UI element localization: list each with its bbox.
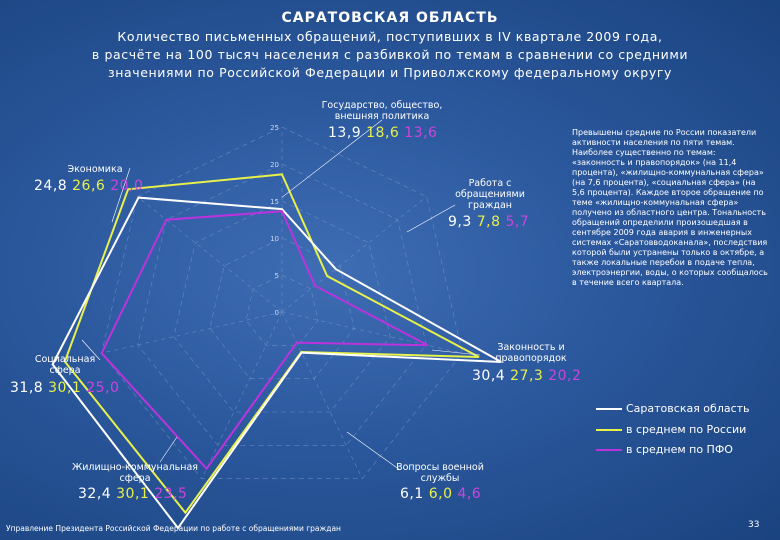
legend-item-saratov: Саратовская область xyxy=(596,402,750,415)
legend-item-pfo: в среднем по ПФО xyxy=(596,443,733,456)
values-law-order: 30,4 27,3 20,2 xyxy=(472,368,581,384)
leader-line xyxy=(346,431,401,471)
tick-label: 5 xyxy=(275,272,279,280)
value-pfo: 5,7 xyxy=(505,214,530,230)
legend-label: в среднем по России xyxy=(626,423,747,436)
tick-label: 0 xyxy=(275,309,279,317)
axis-spoke xyxy=(281,311,363,479)
leader-line xyxy=(431,349,481,356)
value-saratov: 30,4 xyxy=(472,368,506,384)
axis-label-law-order: Законность и правопорядок xyxy=(495,342,567,364)
value-pfo: 13,6 xyxy=(404,125,438,141)
value-pfo: 4,6 xyxy=(457,486,482,502)
grid-ring xyxy=(101,126,463,479)
axis-label-housing: Жилищно-коммунальная сфера xyxy=(71,462,198,484)
leader-line xyxy=(281,119,383,198)
value-pfo: 25,0 xyxy=(86,380,120,396)
legend-item-russia: в среднем по России xyxy=(596,423,746,436)
values-military: 6,1 6,0 4,6 xyxy=(400,486,481,502)
axis-label-appeals-work: Работа с обращениями граждан xyxy=(455,178,525,211)
legend-swatch xyxy=(596,408,622,410)
value-saratov: 13,9 xyxy=(328,125,362,141)
grid-ring xyxy=(209,237,355,379)
legend-label: Саратовская область xyxy=(626,402,750,415)
axis-spoke xyxy=(201,311,283,479)
value-saratov: 6,1 xyxy=(400,486,424,502)
page-subtitle: Количество письменных обращений, поступи… xyxy=(91,29,689,80)
axis-spoke xyxy=(281,196,427,313)
tick-label: 20 xyxy=(270,161,279,169)
leader-line xyxy=(406,204,456,233)
value-russia: 30,1 xyxy=(48,380,82,396)
leader-line xyxy=(111,167,131,223)
value-pfo: 20,2 xyxy=(548,368,582,384)
axis-spoke xyxy=(281,311,463,354)
axis-label-government: Государство, общество, внешняя политика xyxy=(321,100,443,122)
values-economy: 24,8 26,6 20,0 xyxy=(34,178,143,194)
grid-ring xyxy=(173,200,391,413)
value-russia: 18,6 xyxy=(366,125,400,141)
axis-spoke xyxy=(101,311,283,354)
axis-label-social: Социальная сфера xyxy=(34,354,96,376)
value-russia: 6,0 xyxy=(428,486,453,502)
values-government: 13,9 18,6 13,6 xyxy=(328,125,437,141)
grid-ring xyxy=(137,163,427,446)
page-title: САРАТОВСКАЯ ОБЛАСТЬ xyxy=(281,10,499,26)
value-saratov: 9,3 xyxy=(448,214,472,230)
value-saratov: 31,8 xyxy=(10,380,44,396)
value-russia: 30,1 xyxy=(116,486,150,502)
legend-swatch xyxy=(596,449,622,451)
value-saratov: 24,8 xyxy=(34,178,68,194)
footer-text: Управление Президента Российской Федерац… xyxy=(6,524,341,533)
values-appeals-work: 9,3 7,8 5,7 xyxy=(448,214,529,230)
axis-label-economy: Экономика xyxy=(67,164,123,175)
series-polygon xyxy=(63,173,480,515)
tick-label: 10 xyxy=(270,235,279,243)
grid-ring xyxy=(245,274,319,346)
leader-line xyxy=(159,436,178,463)
value-russia: 7,8 xyxy=(476,214,501,230)
axis-spoke xyxy=(137,196,283,313)
value-russia: 26,6 xyxy=(72,178,106,194)
series-polygon xyxy=(100,210,429,471)
legend-swatch xyxy=(596,429,622,431)
axis-label-military: Вопросы военной службы xyxy=(396,462,484,484)
tick-label: 15 xyxy=(270,198,279,206)
leader-line xyxy=(81,339,101,361)
value-saratov: 32,4 xyxy=(78,486,112,502)
legend-label: в среднем по ПФО xyxy=(626,443,733,456)
page-number: 33 xyxy=(748,520,760,530)
value-pfo: 20,0 xyxy=(110,178,144,194)
tick-label: 25 xyxy=(270,124,279,132)
value-pfo: 23,5 xyxy=(154,486,188,502)
commentary-text: Превышены средние по России показатели а… xyxy=(572,128,768,287)
values-social: 31,8 30,1 25,0 xyxy=(10,380,119,396)
values-housing: 32,4 30,1 23,5 xyxy=(78,486,187,502)
value-russia: 27,3 xyxy=(510,368,544,384)
series-polygon xyxy=(51,196,502,530)
